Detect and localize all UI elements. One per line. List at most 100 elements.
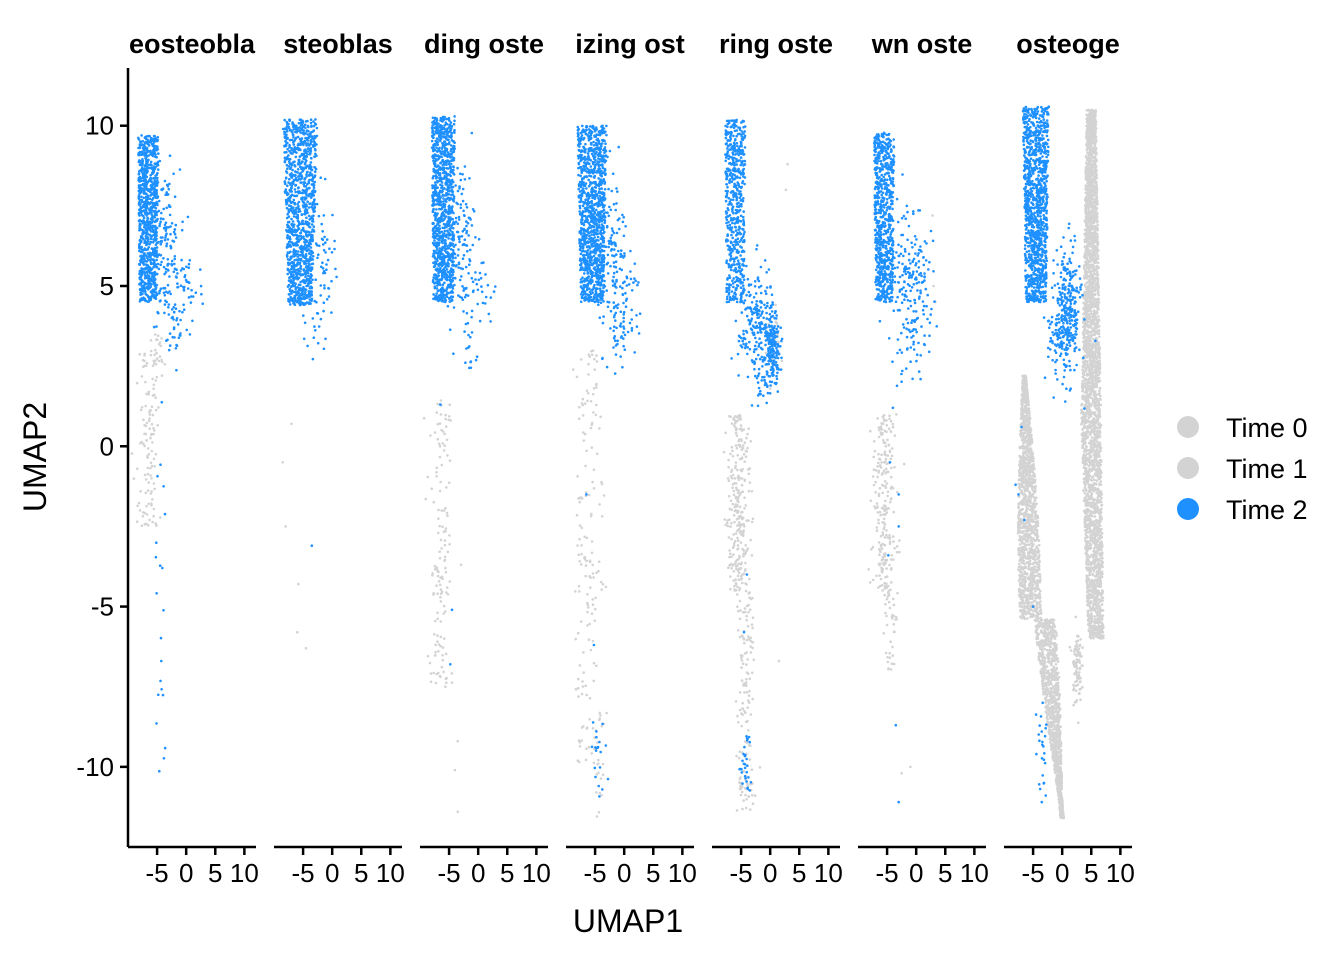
data-point [447, 187, 450, 190]
data-point [285, 229, 288, 232]
data-point [440, 547, 443, 550]
data-point [162, 226, 166, 230]
data-point [173, 336, 176, 339]
data-point [486, 283, 490, 287]
data-point [457, 248, 460, 251]
data-point [163, 238, 167, 242]
data-point [294, 138, 297, 141]
data-point [143, 281, 147, 285]
data-point [576, 544, 579, 547]
data-point [154, 243, 158, 247]
data-point [322, 301, 326, 305]
data-point [140, 272, 144, 275]
data-point [597, 184, 601, 188]
data-point [582, 236, 585, 239]
data-point [142, 418, 145, 422]
data-point [304, 176, 307, 180]
data-point [299, 148, 302, 152]
data-point [587, 373, 590, 376]
data-point [587, 362, 590, 366]
data-point [158, 159, 162, 163]
data-point [170, 259, 174, 263]
data-point [308, 259, 311, 263]
data-point [422, 416, 426, 420]
data-point [150, 180, 153, 184]
data-point [168, 344, 172, 347]
data-point [445, 163, 448, 167]
data-point [320, 222, 324, 226]
data-point [477, 237, 481, 241]
data-point [139, 140, 142, 144]
data-point [160, 360, 164, 364]
data-point [456, 202, 460, 206]
data-point [309, 171, 312, 174]
data-point [456, 739, 460, 743]
data-point [288, 258, 292, 262]
data-point [591, 598, 594, 601]
data-point [299, 178, 302, 181]
data-point [588, 260, 591, 264]
data-point [311, 228, 314, 231]
data-point [156, 145, 159, 149]
data-point [452, 148, 456, 151]
data-point [583, 260, 586, 263]
data-point [145, 202, 149, 206]
data-point [140, 134, 143, 137]
data-point [580, 194, 584, 198]
data-point [151, 253, 154, 256]
data-point [454, 216, 458, 220]
data-point [595, 360, 599, 363]
data-point [302, 141, 306, 144]
data-point [446, 593, 450, 596]
data-point [595, 382, 598, 386]
data-point [304, 238, 308, 242]
data-point [581, 247, 585, 250]
data-point [168, 205, 171, 208]
data-point [199, 268, 202, 271]
data-point [137, 136, 140, 140]
data-point [140, 406, 144, 409]
data-point [302, 125, 306, 128]
data-point [303, 262, 306, 265]
data-point [596, 137, 600, 141]
data-point [146, 195, 149, 199]
data-point [579, 153, 583, 157]
data-point [160, 260, 163, 264]
data-point [583, 402, 587, 405]
data-point [161, 693, 165, 697]
data-point [304, 148, 307, 151]
data-point [285, 170, 288, 173]
data-point [459, 563, 463, 567]
data-point [598, 274, 601, 278]
data-point [302, 143, 305, 147]
data-point [578, 180, 582, 184]
data-point [309, 121, 313, 125]
data-point [446, 180, 450, 184]
data-point [306, 150, 310, 153]
data-point [153, 281, 157, 285]
data-point [310, 124, 313, 128]
data-point [168, 213, 172, 217]
data-point [144, 404, 147, 408]
data-point [442, 118, 446, 121]
data-point [298, 257, 301, 261]
data-point [450, 159, 453, 162]
data-point [595, 171, 599, 174]
data-point [589, 165, 593, 168]
data-point [451, 226, 455, 230]
data-point [434, 189, 437, 193]
data-point [153, 204, 157, 207]
data-point [477, 278, 481, 282]
data-point [444, 506, 447, 510]
data-point [295, 300, 298, 303]
data-point [574, 687, 578, 691]
data-point [592, 679, 595, 683]
data-point [584, 210, 587, 213]
data-point [583, 432, 587, 436]
data-point [461, 298, 465, 302]
data-point [595, 287, 598, 290]
data-point [462, 310, 465, 313]
data-point [287, 215, 291, 218]
data-point [155, 283, 159, 287]
data-point [173, 254, 177, 258]
